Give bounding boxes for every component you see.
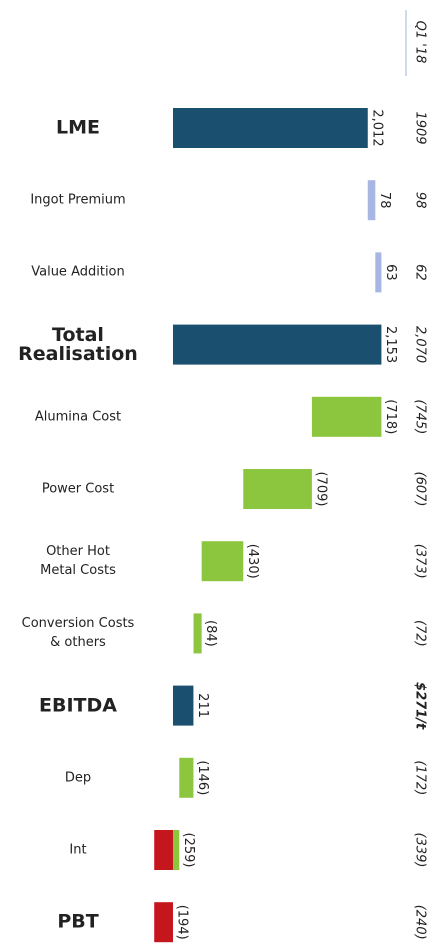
category-label: Power Cost (41, 481, 115, 497)
category-label: Ingot Premium (30, 192, 126, 208)
comparison-label: (607) (413, 472, 428, 507)
category-label: Value Addition (31, 264, 125, 280)
category-label: EBITDA (39, 694, 117, 717)
bar (201, 541, 244, 582)
bar (173, 108, 368, 148)
comparison-label: (339) (413, 833, 428, 868)
value-label: 78 (377, 192, 392, 209)
value-label: (718) (383, 399, 398, 434)
value-label: (430) (245, 544, 260, 579)
value-label: 2,012 (369, 109, 384, 146)
value-label: 211 (195, 693, 210, 718)
comparison-label: (240) (413, 905, 428, 940)
value-label: (146) (195, 760, 210, 795)
bar (173, 324, 382, 365)
category-label: Alumina Cost (34, 409, 122, 425)
category-label: Conversion Costs & others (21, 616, 135, 651)
value-label: (709) (313, 472, 328, 507)
value-label: 2,153 (383, 326, 398, 363)
comparison-label: (172) (413, 760, 428, 795)
bar (173, 685, 194, 726)
comparison-label: 98 (413, 192, 428, 209)
category-label: Dep (64, 770, 92, 786)
bar (375, 252, 382, 293)
value-label: (194) (175, 905, 190, 940)
bar (193, 613, 202, 654)
comparison-label: (72) (413, 620, 428, 647)
comparison-label: (745) (413, 399, 428, 434)
category-label: Other Hot Metal Costs (40, 544, 116, 579)
comparison-label: 1909 (413, 111, 428, 144)
comparison-label: 62 (413, 264, 428, 281)
value-label: (84) (203, 620, 218, 647)
bar (154, 902, 173, 943)
bar (154, 830, 173, 870)
bar (173, 830, 180, 870)
category-label: LME (56, 116, 100, 139)
bar (367, 180, 376, 221)
comparison-label: (373) (413, 544, 428, 579)
category-label: PBT (57, 910, 99, 933)
comparison-header: Q1 '18 (413, 21, 428, 64)
bar (311, 396, 382, 437)
value-label: 63 (383, 264, 398, 281)
bar (179, 757, 194, 798)
comparison-label: 2,070 (413, 326, 428, 363)
bar (243, 469, 312, 509)
category-label: Total Realisation (18, 323, 138, 365)
comparison-label: $271/t (413, 682, 428, 730)
value-label: (259) (181, 833, 196, 868)
category-label: Int (69, 842, 87, 858)
